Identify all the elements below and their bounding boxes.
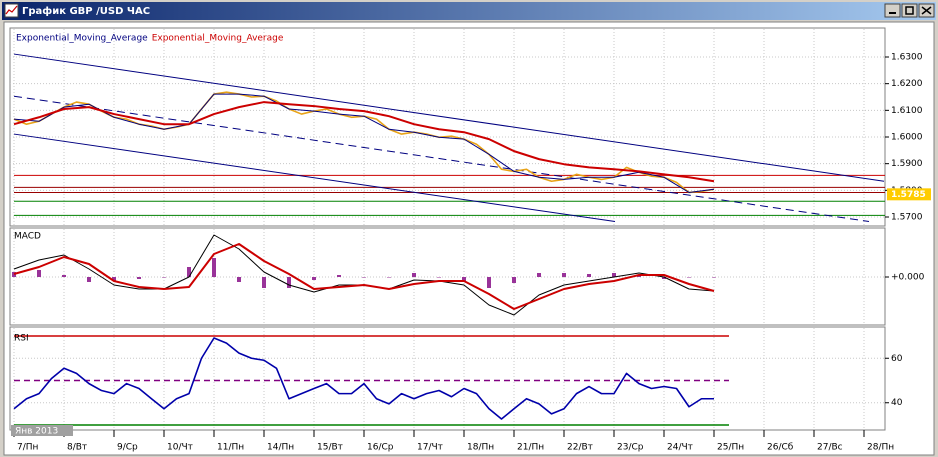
x-tick-label: 22/Вт xyxy=(567,443,593,453)
close-glyph xyxy=(921,6,932,15)
series-line xyxy=(13,337,714,420)
date-badge-label: Янв 2013 xyxy=(15,427,58,437)
x-tick-label: 28/Пн xyxy=(867,443,894,453)
histogram-bar xyxy=(687,277,691,278)
y-tick-label: 1.5700 xyxy=(891,213,923,223)
histogram-bar xyxy=(487,277,491,288)
histogram-bar xyxy=(462,277,466,281)
histogram-bar xyxy=(287,277,291,288)
x-tick-label: 11/Пн xyxy=(217,443,244,453)
window-title: График GBP /USD ЧАС xyxy=(22,5,150,17)
chart-area xyxy=(3,21,935,456)
legend-entry: Exponential_Moving_Average xyxy=(152,34,284,44)
histogram-bar xyxy=(262,277,266,288)
x-tick-label: 25/Пн xyxy=(717,443,744,453)
histogram-bar xyxy=(587,274,591,277)
x-tick-label: 8/Вт xyxy=(67,443,87,453)
x-tick-label: 26/Сб xyxy=(767,443,794,453)
y-tick-label: 1.6000 xyxy=(891,133,923,143)
channel-line xyxy=(13,95,870,223)
price-tag-label: 1.5785 xyxy=(891,190,926,200)
histogram-bar xyxy=(387,277,391,278)
x-tick-label: 24/Чт xyxy=(667,443,693,453)
x-tick-label: 18/Пн xyxy=(467,443,494,453)
histogram-bar xyxy=(562,273,566,277)
y-tick-label: 1.5900 xyxy=(891,159,923,169)
panel-label: MACD xyxy=(14,232,41,242)
histogram-bar xyxy=(137,277,141,279)
window-buttons[interactable] xyxy=(884,3,935,18)
x-tick-label: 7/Пн xyxy=(17,443,39,453)
price-panel xyxy=(9,27,886,227)
plot-content: 1.63001.62001.61001.60001.59001.58001.57… xyxy=(10,29,931,453)
x-tick-label: 16/Ср xyxy=(367,443,394,453)
date-badge xyxy=(11,425,73,436)
histogram-bar xyxy=(87,277,91,282)
histogram-bar xyxy=(512,277,516,283)
y-tick-label: 40 xyxy=(891,398,903,408)
histogram-bar xyxy=(112,277,116,281)
rsi-panel xyxy=(9,326,886,431)
series-line xyxy=(13,243,715,310)
y-tick-label: 1.6300 xyxy=(891,53,923,63)
x-tick-label: 21/Пн xyxy=(517,443,544,453)
channel-line xyxy=(13,133,616,223)
series-line xyxy=(13,101,715,183)
x-tick-label: 15/Вт xyxy=(317,443,343,453)
y-tick-label: +0.000 xyxy=(891,273,925,283)
channel-line xyxy=(13,53,885,182)
x-tick-label: 23/Ср xyxy=(617,443,644,453)
title-bar xyxy=(2,2,936,20)
histogram-bar xyxy=(537,273,541,277)
y-tick-label: 1.6100 xyxy=(891,106,923,116)
histogram-bar xyxy=(37,270,41,277)
y-tick-label: 60 xyxy=(891,354,903,364)
series-line xyxy=(13,93,715,193)
window-icon-glyph xyxy=(5,5,18,15)
histogram-bar xyxy=(362,277,366,278)
x-tick-label: 14/Пн xyxy=(267,443,294,453)
panel-label: RSI xyxy=(14,334,29,344)
minimize-button[interactable] xyxy=(884,3,901,18)
y-tick-label: 1.6200 xyxy=(891,79,923,89)
maximize-button[interactable] xyxy=(901,3,918,18)
legend-entry: Exponential_Moving_Average xyxy=(16,34,148,44)
histogram-bar xyxy=(12,272,16,277)
maximize-glyph xyxy=(905,6,914,15)
histogram-bar xyxy=(187,267,191,277)
x-tick-label: 10/Чт xyxy=(167,443,193,453)
histogram-bar xyxy=(312,277,316,280)
x-tick-label: 17/Чт xyxy=(417,443,443,453)
histogram-bar xyxy=(162,277,166,278)
x-tick-label: 9/Ср xyxy=(117,443,138,453)
histogram-bar xyxy=(337,275,341,277)
histogram-bar xyxy=(212,258,216,277)
price-tag xyxy=(887,188,931,201)
histogram-bar xyxy=(662,277,666,279)
histogram-bar xyxy=(612,273,616,277)
histogram-bar xyxy=(712,277,716,278)
histogram-bar xyxy=(237,277,241,282)
x-tick-label: 27/Вс xyxy=(817,443,843,453)
histogram-bar xyxy=(437,277,441,278)
window-icon xyxy=(4,3,19,18)
histogram-bar xyxy=(62,275,66,277)
histogram-bar xyxy=(412,273,416,277)
